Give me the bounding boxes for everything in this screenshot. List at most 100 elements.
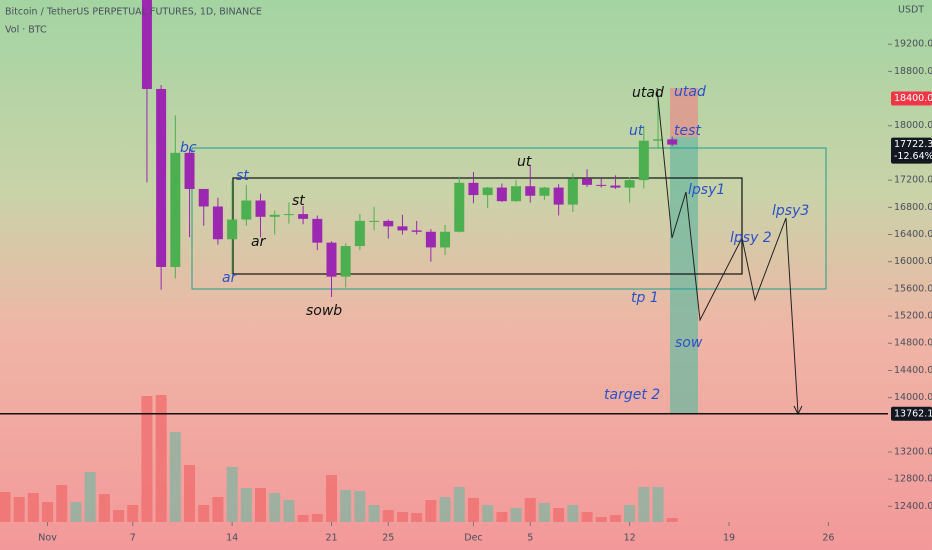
volume-bar <box>27 493 39 522</box>
volume-bar <box>56 485 68 522</box>
y-tick-label: 17200.0 <box>894 175 932 186</box>
volume-bar <box>311 514 323 522</box>
volume-bar <box>396 512 408 522</box>
candle-body <box>255 200 266 217</box>
candles <box>141 0 678 298</box>
y-tick-label: 15200.0 <box>894 311 932 322</box>
y-tick-label: 14000.0 <box>894 392 932 403</box>
volume-bar <box>198 505 210 522</box>
annotation: lpsy3 <box>772 203 809 219</box>
candle-body <box>227 219 238 240</box>
volume-bar <box>42 502 54 522</box>
y-tick-label: 18000.0 <box>894 120 932 131</box>
volume-bar <box>368 505 380 522</box>
x-tick-label: 12 <box>624 533 636 544</box>
price-change: -12.64% <box>894 151 932 162</box>
volume-bar <box>467 498 479 522</box>
candle-body <box>340 246 351 277</box>
volume-bar <box>538 503 550 522</box>
y-tick-label: 13200.0 <box>894 446 932 457</box>
outer-range-box <box>191 147 827 290</box>
volume-bar <box>0 492 11 522</box>
volume-bar <box>567 505 579 522</box>
candle-body <box>511 186 522 202</box>
y-tick-label: 12400.0 <box>894 501 932 512</box>
projection-path <box>656 87 799 414</box>
volume-bar <box>226 467 238 522</box>
annotation: utad <box>674 84 706 100</box>
candle-body <box>440 231 451 248</box>
candle-body <box>454 182 465 232</box>
candle-body <box>539 187 550 196</box>
y-tick-label: 16400.0 <box>894 229 932 240</box>
volume-bar <box>453 487 465 522</box>
volume-bar <box>283 500 295 522</box>
candle-body <box>141 0 152 89</box>
x-tick-label: Dec <box>464 533 482 544</box>
candle-body <box>212 206 223 240</box>
volume-bar <box>652 487 664 522</box>
y-tick-label: 15600.0 <box>894 283 932 294</box>
candle-body <box>553 187 564 205</box>
volume-bar <box>127 505 139 522</box>
candle-body <box>283 214 294 216</box>
volume-bar <box>595 517 607 522</box>
volume-bar <box>510 508 522 522</box>
x-tick-label: 19 <box>723 533 735 544</box>
price-tag <box>891 137 932 164</box>
candle-body <box>326 242 337 277</box>
price-tag <box>891 406 932 421</box>
volume-bar <box>340 490 352 522</box>
volume-bar <box>184 465 196 522</box>
volume-bar <box>269 493 281 522</box>
candle-body <box>468 182 479 196</box>
volume-bar <box>169 432 181 522</box>
annotation: ar <box>222 270 238 286</box>
candle-body <box>269 214 280 217</box>
volume-bar <box>155 395 167 522</box>
y-tick-label: 16000.0 <box>894 256 932 267</box>
volume-bar <box>297 515 309 522</box>
candle-body <box>411 230 422 232</box>
volume-bar <box>141 396 153 522</box>
volume-bar <box>13 497 25 522</box>
y-tick-label: 16800.0 <box>894 202 932 213</box>
short-profit-zone <box>670 137 698 413</box>
candle-body <box>425 231 436 248</box>
annotation: target 2 <box>604 387 660 403</box>
annotation: bc <box>180 140 197 156</box>
volume-bar <box>382 510 394 522</box>
volume-bar <box>212 497 224 522</box>
price-tag-label: 13762.1 <box>894 408 932 419</box>
volume-label: Vol · BTC <box>5 25 47 36</box>
volume-bar <box>255 488 267 522</box>
candle-body <box>312 218 323 243</box>
volume-bar <box>439 497 451 522</box>
candle-body <box>638 140 649 181</box>
volume-bar <box>325 475 337 522</box>
annotation: ut <box>629 123 644 139</box>
candle-body <box>298 214 309 219</box>
volume-bar <box>524 498 536 522</box>
x-tick-label: 25 <box>382 533 394 544</box>
candle-body <box>525 186 536 196</box>
volume-bar <box>624 505 636 522</box>
volume-bar <box>84 472 96 522</box>
x-tick-label: 26 <box>822 533 834 544</box>
volume-bar <box>638 487 650 522</box>
y-tick-label: 14800.0 <box>894 338 932 349</box>
x-tick-label: 14 <box>226 533 238 544</box>
volume-bar <box>666 518 678 522</box>
volume-bar <box>609 515 621 522</box>
volume-bar <box>411 513 423 522</box>
volume-bar <box>425 500 437 522</box>
candle-body <box>582 178 593 185</box>
candle-body <box>198 188 209 207</box>
annotation: st <box>292 193 305 209</box>
candle-body <box>354 220 365 247</box>
candle-body <box>653 139 664 141</box>
annotation: st <box>236 168 249 184</box>
currency: USDT <box>898 5 924 16</box>
